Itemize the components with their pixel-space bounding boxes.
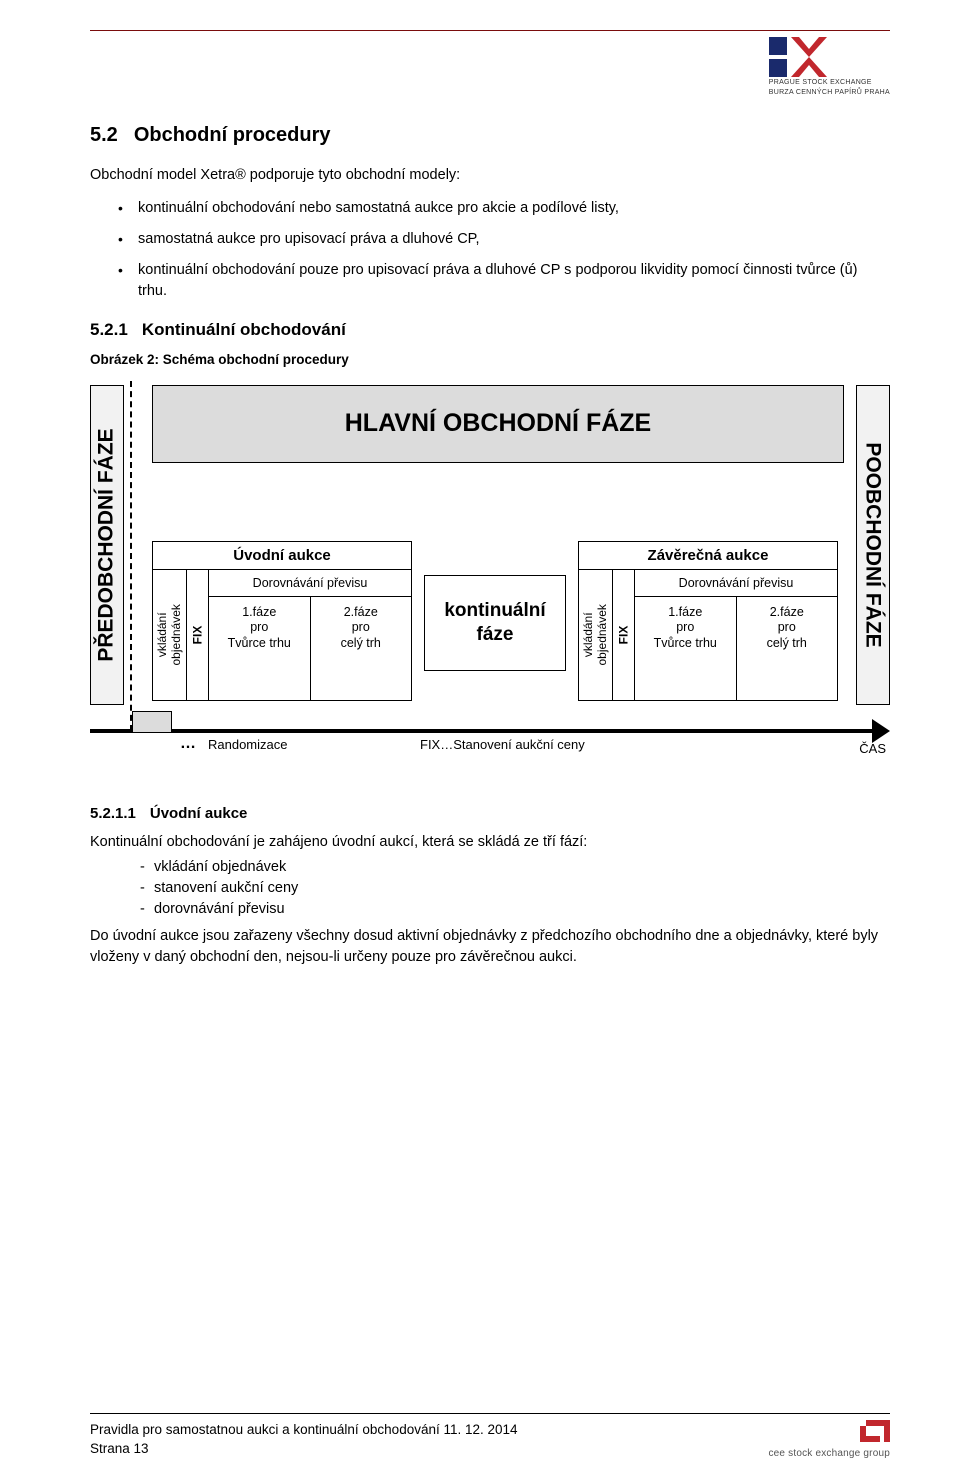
dash-item-3: dorovnávání převisu: [90, 899, 890, 920]
axis-dots: …: [180, 735, 196, 753]
dash-list-5-2-1-1: vkládání objednávek stanovení aukční cen…: [90, 857, 890, 920]
opening-auction-block: Úvodní aukce vkládáníobjednávek FIX Doro…: [152, 541, 412, 701]
dash-item-2: stanovení aukční ceny: [90, 878, 890, 899]
bullet-5-2-3: kontinuální obchodování pouze pro upisov…: [90, 260, 890, 302]
px-logo-text2: BURZA CENNÝCH PAPÍRŮ PRAHA: [769, 89, 890, 97]
opening-auction-title: Úvodní aukce: [153, 542, 411, 570]
page-footer: Pravidla pro samostatnou aukci a kontinu…: [90, 1413, 890, 1459]
p-5-2-1-1-body: Do úvodní aukce jsou zařazeny všechny do…: [90, 926, 890, 968]
axis-fix-label: FIX…Stanovení aukční ceny: [420, 737, 585, 752]
opening-fix: FIX: [187, 570, 209, 700]
footer-logo: cee stock exchange group: [768, 1420, 890, 1459]
axis-legend-box: [132, 711, 172, 733]
heading-5-2-1: 5.2.1 Kontinuální obchodování: [90, 320, 890, 340]
figure-caption: Obrázek 2: Schéma obchodní procedury: [90, 352, 890, 367]
closing-phase2: 2.fáze pro celý trh: [737, 597, 838, 700]
footer-doc-title: Pravidla pro samostatnou aukci a kontinu…: [90, 1420, 518, 1440]
opening-phase1: 1.fáze pro Tvůrce trhu: [209, 597, 311, 700]
continuous-phase-block: kontinuální fáze: [424, 575, 566, 671]
dashed-separator: [130, 381, 132, 731]
time-axis-line: [90, 729, 876, 733]
schema-diagram: PŘEDOBCHODNÍ FÁZE POOBCHODNÍ FÁZE HLAVNÍ…: [90, 385, 890, 765]
heading-5-2-1-1-title: Úvodní aukce: [150, 805, 248, 822]
axis-randomizace: Randomizace: [208, 737, 288, 752]
closing-auction-title: Závěrečná aukce: [579, 542, 837, 570]
time-axis-arrow-icon: [872, 719, 890, 743]
heading-5-2-1-title: Kontinuální obchodování: [142, 320, 346, 339]
post-trading-phase-label: POOBCHODNÍ FÁZE: [856, 385, 890, 705]
dash-item-1: vkládání objednávek: [90, 857, 890, 878]
closing-auction-block: Závěrečná aukce vkládáníobjednávek FIX D…: [578, 541, 838, 701]
p-5-2-1-1-intro: Kontinuální obchodování je zahájeno úvod…: [90, 832, 890, 853]
heading-5-2-1-num: 5.2.1: [90, 320, 128, 339]
opening-surplus: Dorovnávání převisu: [209, 570, 411, 597]
header-logo-area: PRAGUE STOCK EXCHANGE BURZA CENNÝCH PAPÍ…: [90, 37, 890, 98]
px-logo-mark: [769, 37, 829, 77]
footer-logo-text: cee stock exchange group: [768, 1448, 890, 1459]
time-axis: … Randomizace FIX…Stanovení aukční ceny …: [90, 723, 890, 763]
closing-surplus: Dorovnávání převisu: [635, 570, 837, 597]
footer-left: Pravidla pro samostatnou aukci a kontinu…: [90, 1420, 518, 1459]
main-trading-phase-label: HLAVNÍ OBCHODNÍ FÁZE: [152, 385, 844, 463]
px-logo: PRAGUE STOCK EXCHANGE BURZA CENNÝCH PAPÍ…: [769, 37, 890, 98]
footer-page-number: Strana 13: [90, 1439, 518, 1459]
heading-5-2: 5.2 Obchodní procedury: [90, 124, 890, 147]
opening-order-entry: vkládáníobjednávek: [153, 570, 187, 700]
closing-fix: FIX: [613, 570, 635, 700]
opening-phase2: 2.fáze pro celý trh: [311, 597, 412, 700]
bullet-5-2-2: samostatná aukce pro upisovací práva a d…: [90, 229, 890, 250]
axis-cas: ČAS: [859, 741, 886, 756]
pre-trading-phase-label: PŘEDOBCHODNÍ FÁZE: [90, 385, 124, 705]
closing-phase1: 1.fáze pro Tvůrce trhu: [635, 597, 737, 700]
px-logo-text1: PRAGUE STOCK EXCHANGE: [769, 79, 872, 87]
intro-5-2: Obchodní model Xetra® podporuje tyto obc…: [90, 165, 890, 186]
heading-5-2-1-1: 5.2.1.1 Úvodní aukce: [90, 805, 890, 822]
bullets-5-2: kontinuální obchodování nebo samostatná …: [90, 198, 890, 302]
bullet-5-2-1: kontinuální obchodování nebo samostatná …: [90, 198, 890, 219]
header-rule: [90, 30, 890, 31]
heading-5-2-1-1-num: 5.2.1.1: [90, 805, 136, 822]
closing-order-entry: vkládáníobjednávek: [579, 570, 613, 700]
cee-logo-icon: [860, 1420, 890, 1446]
heading-5-2-num: 5.2: [90, 124, 118, 146]
heading-5-2-title: Obchodní procedury: [134, 124, 331, 146]
